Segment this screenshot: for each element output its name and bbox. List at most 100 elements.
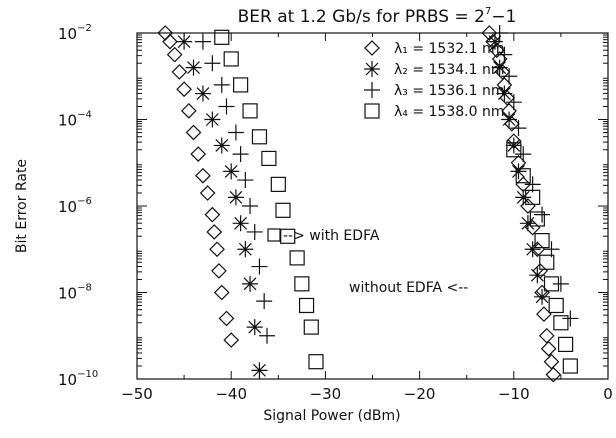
- x-tick-label: −30: [310, 385, 342, 403]
- asterisk-point: [204, 111, 221, 128]
- square-point: [539, 254, 555, 270]
- diamond-point: [218, 310, 235, 327]
- diamond-point: [211, 263, 227, 279]
- diamond-point: [540, 340, 557, 357]
- annotation-with-edfa: --> with EDFA: [267, 228, 380, 244]
- square-point: [298, 297, 315, 314]
- square-point: [289, 250, 305, 266]
- square-point: [275, 202, 291, 218]
- square-point: [529, 211, 545, 227]
- y-tick-base: 10: [58, 371, 77, 389]
- diamond-point: [223, 332, 240, 348]
- asterisk-point: [534, 288, 551, 305]
- asterisk-point: [227, 189, 244, 206]
- plus-point: [213, 76, 230, 93]
- legend-label: λ₂ = 1534.1 nm: [394, 62, 504, 78]
- asterisk-point: [486, 33, 503, 50]
- square-point: [558, 336, 574, 352]
- x-tick-label: 0: [603, 385, 613, 403]
- diamond-point: [206, 224, 223, 240]
- plus-point: [251, 258, 268, 275]
- asterisk-point: [519, 215, 536, 232]
- square-point: [515, 168, 531, 184]
- square-point: [548, 297, 564, 314]
- y-tick-exp: −4: [77, 110, 92, 121]
- square-point: [223, 51, 239, 67]
- plus-point: [258, 327, 275, 344]
- square-point: [303, 319, 319, 335]
- plus-point: [194, 33, 211, 50]
- square-point: [270, 176, 286, 192]
- y-tick-label: 10−4: [58, 110, 92, 130]
- x-tick-label: −40: [215, 385, 247, 403]
- x-tick-label: −10: [498, 385, 530, 403]
- y-tick-base: 10: [58, 112, 77, 130]
- diamond-point: [180, 103, 197, 119]
- plus-point: [237, 172, 254, 189]
- plus-point: [524, 176, 541, 193]
- square-point: [308, 354, 324, 370]
- diamond-point: [185, 124, 202, 141]
- chart-title-exp: 7: [485, 6, 491, 17]
- diamond-point: [481, 25, 498, 41]
- asterisk-point: [505, 137, 522, 154]
- plus-point: [232, 146, 249, 163]
- plus-point: [256, 293, 273, 310]
- diamond-point: [543, 353, 560, 370]
- diamond-point: [199, 185, 216, 201]
- asterisk-point: [529, 267, 546, 284]
- asterisk-point: [232, 215, 249, 232]
- y-tick-exp: −10: [77, 369, 98, 380]
- plus-point: [501, 68, 518, 85]
- square-point: [214, 29, 230, 45]
- square-point: [553, 315, 569, 331]
- diamond-point: [176, 81, 192, 98]
- legend-square-symbol: [364, 103, 380, 119]
- diamond-point: [209, 241, 225, 258]
- y-tick-base: 10: [58, 198, 77, 216]
- asterisk-point: [185, 59, 202, 76]
- asterisk-point: [223, 163, 240, 180]
- plus-point: [562, 310, 579, 327]
- chart-title: BER at 1.2 Gb/s for PRBS = 27−1: [238, 6, 517, 27]
- series-1: [157, 25, 562, 383]
- x-axis-label: Signal Power (dBm): [263, 408, 400, 424]
- square-point: [525, 189, 541, 205]
- diamond-point: [162, 33, 178, 50]
- series-3: [194, 25, 579, 344]
- plus-point: [227, 124, 244, 141]
- series-4: [214, 29, 578, 374]
- data-points: [157, 25, 579, 383]
- asterisk-point: [242, 275, 259, 292]
- plus-point: [510, 120, 527, 137]
- diamond-point: [166, 46, 183, 63]
- plus-point: [496, 46, 513, 63]
- legend-asterisk-symbol: [364, 61, 380, 77]
- annotation-without-edfa: without EDFA <--: [349, 280, 468, 296]
- diamond-point: [204, 206, 221, 223]
- legend: λ₁ = 1532.1 nm λ₂ = 1534.1 nm λ₃ = 1536.1 …: [364, 40, 504, 120]
- y-tick-label: 10−8: [58, 283, 92, 303]
- legend-label: λ₃ = 1536.1 nm: [394, 83, 504, 99]
- asterisk-point: [251, 362, 268, 379]
- plus-point: [505, 94, 522, 111]
- legend-label: λ₁ = 1532.1 nm: [394, 41, 504, 57]
- y-tick-base: 10: [58, 285, 77, 303]
- diamond-point: [538, 327, 555, 344]
- square-point: [543, 276, 560, 292]
- x-tick-label: −50: [121, 385, 153, 403]
- plus-point: [552, 275, 569, 292]
- square-point: [534, 233, 550, 249]
- diamond-point: [488, 42, 505, 59]
- plus-point: [204, 55, 221, 72]
- asterisk-point: [524, 241, 541, 258]
- asterisk-point: [237, 241, 254, 258]
- legend-plus-symbol: [364, 82, 380, 98]
- square-point: [294, 276, 310, 292]
- asterisk-point: [510, 163, 527, 180]
- square-point: [280, 228, 296, 244]
- square-point: [233, 77, 249, 93]
- asterisk-point: [496, 85, 513, 102]
- asterisk-point: [515, 189, 532, 206]
